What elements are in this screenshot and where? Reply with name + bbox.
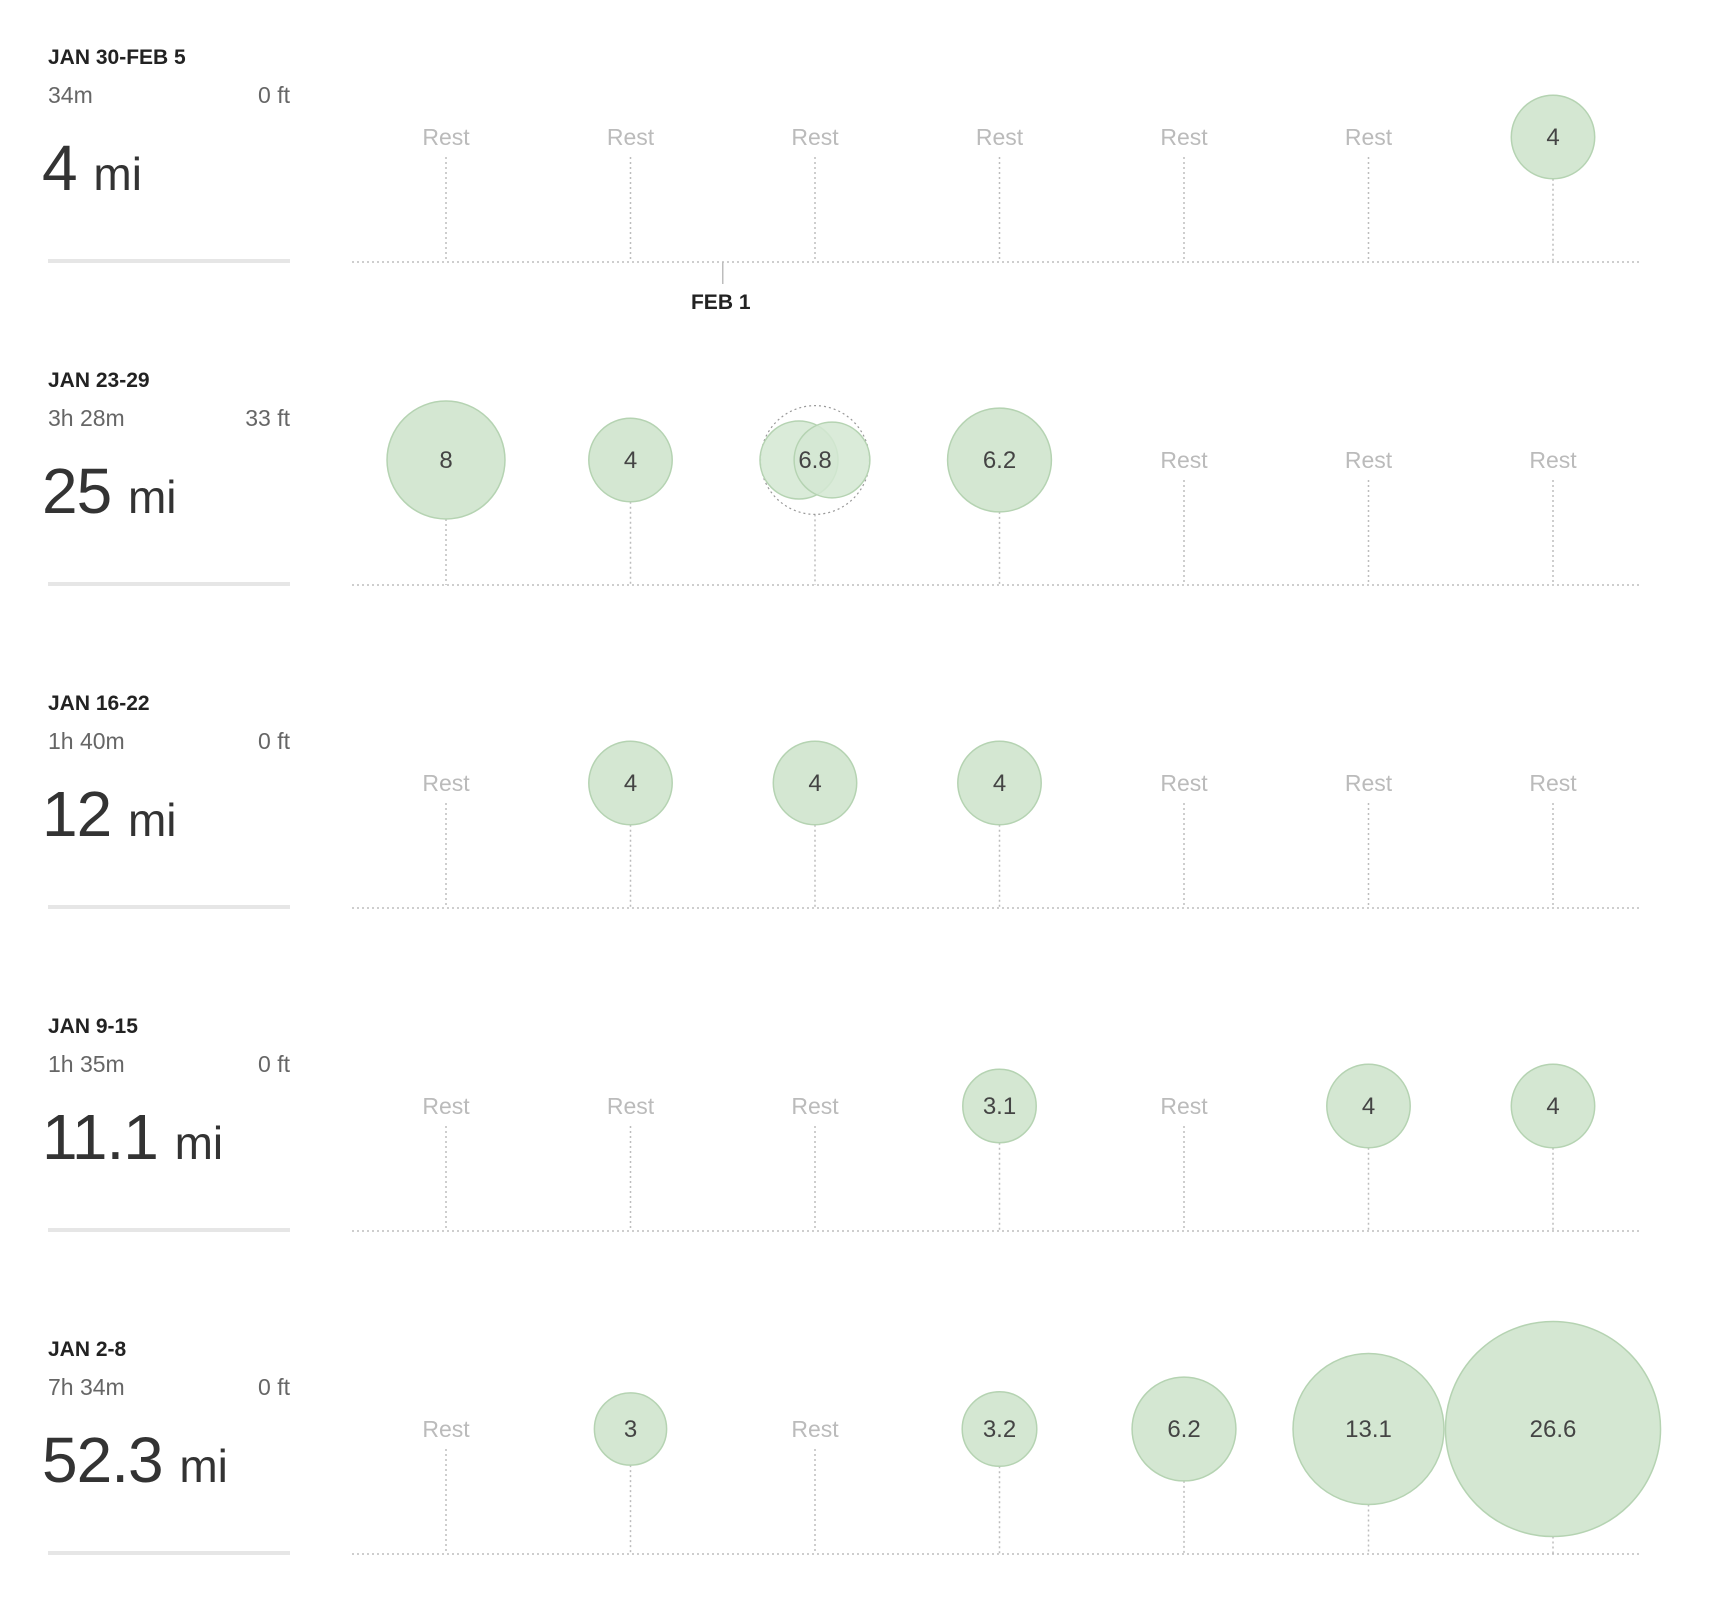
- run-distance-label: 6.2: [983, 447, 1016, 474]
- run-bubble[interactable]: [386, 400, 506, 520]
- run-bubble[interactable]: [1326, 1063, 1411, 1149]
- week-duration: 34m: [48, 82, 93, 108]
- rest-day-label: Rest: [607, 1093, 655, 1119]
- run-bubble[interactable]: [957, 740, 1042, 826]
- rest-day-label: Rest: [1160, 770, 1208, 796]
- run-bubble[interactable]: [962, 1068, 1037, 1144]
- rest-day-label: Rest: [607, 124, 655, 150]
- rest-day-label: Rest: [1529, 770, 1577, 796]
- week-range-label: JAN 23-29: [48, 369, 150, 392]
- rest-day-label: Rest: [422, 770, 470, 796]
- week-elevation: 0 ft: [258, 1051, 290, 1077]
- run-distance-label: 8: [439, 447, 452, 474]
- summary-divider: [48, 582, 290, 586]
- run-distance-label: 26.6: [1530, 1416, 1577, 1443]
- run-distance-label: 4: [624, 447, 637, 474]
- week-distance-value: 12: [42, 778, 112, 850]
- week-distance-unit: mi: [174, 1117, 224, 1169]
- week-range-label: JAN 2-8: [48, 1338, 127, 1361]
- run-distance-label: 3.2: [983, 1416, 1016, 1443]
- week-range-label: JAN 30-FEB 5: [48, 46, 186, 69]
- run-bubble[interactable]: [1510, 94, 1596, 180]
- week-elevation: 33 ft: [245, 405, 290, 431]
- run-bubble[interactable]: [1292, 1352, 1445, 1506]
- summary-divider: [48, 259, 290, 263]
- week-duration: 1h 40m: [48, 728, 125, 754]
- rest-day-label: Rest: [1160, 447, 1208, 473]
- date-marker-label: FEB 1: [691, 291, 751, 314]
- rest-day-label: Rest: [1345, 770, 1393, 796]
- week-distance-value: 11.1: [42, 1101, 159, 1173]
- week-bubble-chart: Rest Rest Rest 3.1 Rest 4 4: [352, 1063, 1640, 1232]
- week-range-label: JAN 9-15: [48, 1015, 138, 1038]
- week-distance-unit: mi: [127, 794, 177, 846]
- week-bubble-chart: Rest Rest Rest Rest Rest Rest 4 FEB 1: [352, 94, 1640, 314]
- run-bubble[interactable]: [772, 740, 858, 826]
- run-distance-label: 4: [1362, 1093, 1375, 1120]
- run-distance-label: 4: [993, 770, 1006, 797]
- week-duration: 7h 34m: [48, 1374, 125, 1400]
- week-range-label: JAN 16-22: [48, 692, 150, 715]
- rest-day-label: Rest: [422, 1416, 470, 1442]
- week-row: JAN 9-15 1h 35m 0 ft 11.1 mi Rest Rest Rest 3.1…: [0, 969, 1724, 1292]
- rest-day-label: Rest: [1345, 447, 1393, 473]
- run-distance-label: 13.1: [1345, 1416, 1392, 1443]
- run-distance-label: 4: [1546, 124, 1559, 151]
- run-bubble[interactable]: [588, 740, 673, 826]
- week-elevation: 0 ft: [258, 728, 290, 754]
- run-bubble[interactable]: [1444, 1320, 1662, 1538]
- week-bubble-chart: 8 4 6.8 6.2 Rest Rest Rest: [352, 400, 1640, 586]
- run-bubble[interactable]: [1510, 1063, 1596, 1149]
- week-row: JAN 30-FEB 5 34m 0 ft 4 mi Rest Rest Rest Rest R…: [0, 0, 1724, 323]
- rest-day-label: Rest: [1345, 124, 1393, 150]
- run-bubble[interactable]: [946, 407, 1053, 513]
- summary-divider: [48, 905, 290, 909]
- week-distance: 11.1 mi: [42, 1105, 223, 1169]
- summary-divider: [48, 1551, 290, 1555]
- rest-day-label: Rest: [1529, 447, 1577, 473]
- week-bubble-chart: Rest 3 Rest 3.2 6.2 13.1 26.6: [352, 1320, 1662, 1555]
- rest-day-label: Rest: [1160, 1093, 1208, 1119]
- run-bubble[interactable]: [1131, 1376, 1237, 1482]
- run-distance-label: 6.2: [1167, 1416, 1200, 1443]
- rest-day-label: Rest: [422, 124, 470, 150]
- run-distance-label: 3.1: [983, 1093, 1016, 1120]
- run-distance-label: 4: [624, 770, 637, 797]
- rest-day-label: Rest: [791, 1416, 839, 1442]
- run-distance-label: 3: [624, 1416, 637, 1443]
- week-distance: 4 mi: [42, 136, 142, 200]
- week-distance-unit: mi: [179, 1440, 228, 1492]
- run-distance-label: 4: [1546, 1093, 1559, 1120]
- week-distance-unit: mi: [93, 148, 142, 200]
- week-row: JAN 23-29 3h 28m 33 ft 25 mi 8 4 6.8 6.2 Rest Res…: [0, 323, 1724, 646]
- week-distance: 52.3 mi: [42, 1428, 228, 1492]
- summary-divider: [48, 1228, 290, 1232]
- rest-day-label: Rest: [791, 124, 839, 150]
- week-row: JAN 2-8 7h 34m 0 ft 52.3 mi Rest 3 Rest 3.2 6.2 1…: [0, 1292, 1724, 1615]
- week-bubble-chart: Rest 4 4 4 Rest Rest Rest: [352, 740, 1640, 909]
- week-duration: 1h 35m: [48, 1051, 125, 1077]
- week-row: JAN 16-22 1h 40m 0 ft 12 mi Rest 4 4 4 Rest Rest R…: [0, 646, 1724, 969]
- run-bubble[interactable]: [961, 1390, 1038, 1468]
- week-distance-value: 4: [42, 132, 78, 204]
- week-elevation: 0 ft: [258, 82, 290, 108]
- week-distance: 25 mi: [42, 459, 177, 523]
- week-distance-unit: mi: [127, 471, 177, 523]
- run-bubble[interactable]: [793, 421, 871, 499]
- week-distance-value: 52.3: [42, 1424, 164, 1496]
- rest-day-label: Rest: [791, 1093, 839, 1119]
- run-distance-label: 6.8: [798, 447, 831, 474]
- run-distance-label: 4: [808, 770, 821, 797]
- rest-day-label: Rest: [422, 1093, 470, 1119]
- rest-day-label: Rest: [976, 124, 1024, 150]
- run-bubble[interactable]: [593, 1392, 668, 1466]
- week-duration: 3h 28m: [48, 405, 125, 431]
- week-elevation: 0 ft: [258, 1374, 290, 1400]
- rest-day-label: Rest: [1160, 124, 1208, 150]
- week-distance: 12 mi: [42, 782, 177, 846]
- run-bubble[interactable]: [588, 417, 673, 503]
- week-distance-value: 25: [42, 455, 112, 527]
